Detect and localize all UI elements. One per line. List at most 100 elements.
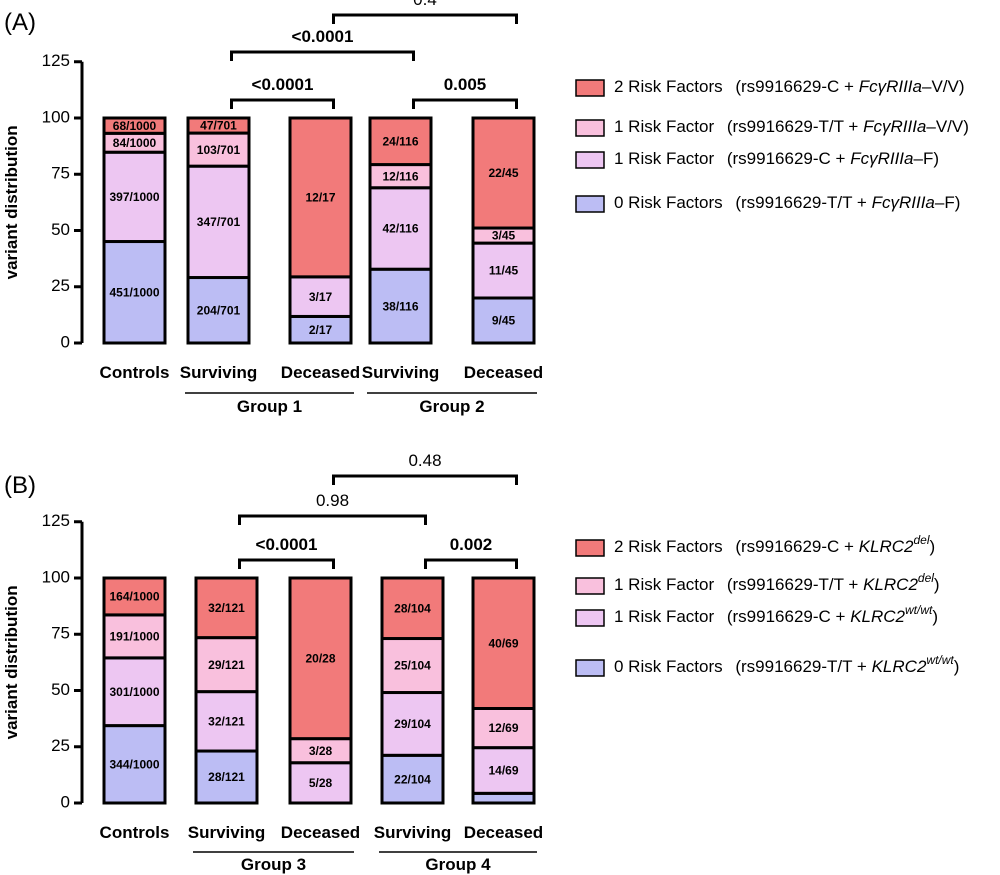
bar-segment: [194, 636, 259, 694]
bar-segment-label: 42/116: [382, 222, 418, 236]
bar-segment: [102, 656, 167, 728]
legend-label-gene: KLRC2: [872, 657, 927, 676]
bar-segment-label: 347/701: [197, 215, 241, 229]
bar-segment-label: 29/121: [208, 658, 245, 672]
bar-segment: [102, 116, 167, 135]
legend-label-detail: (rs9916629-C +: [735, 77, 858, 96]
category-label: Surviving: [180, 363, 257, 382]
category-label: Surviving: [362, 363, 439, 382]
bar-segment-label: 29/104: [394, 717, 431, 731]
bar-segment-label: 2/17: [309, 323, 333, 337]
bar-segment-label: 24/116: [382, 134, 418, 148]
comparison-bracket: [424, 558, 518, 569]
legend-label-close: –F): [935, 193, 961, 212]
y-tick-label: 125: [42, 51, 70, 70]
p-value-label: 0.4: [413, 0, 437, 9]
bar-segment: [471, 296, 536, 345]
bar-segment: [194, 576, 259, 640]
legend-swatch: [575, 609, 605, 627]
legend-label: 2 Risk Factors (rs9916629-C + KLRC2del): [614, 533, 935, 556]
legend-label-gene: FcγRIIIa: [863, 117, 926, 136]
bar-segment: [288, 576, 353, 741]
bar-segment-label: 40/69: [488, 636, 518, 650]
y-tick-label: 50: [51, 680, 70, 699]
bar-segment-label: 451/1000: [109, 285, 159, 299]
bar-segment-label: 25/104: [394, 659, 431, 673]
bar-segment-label: 3/28: [309, 744, 333, 758]
comparison-bracket: [332, 13, 518, 24]
legend-label-close: ): [954, 657, 960, 676]
chart-panel-a: (A) 0 25 50 75 100 125 variant distribution 451/…: [2, 0, 969, 416]
legend-label-close: –F): [913, 149, 939, 168]
bar-segment: [471, 116, 536, 230]
bar-segment-label: 68/1000: [113, 119, 157, 133]
y-axis-label: variant distribution: [2, 585, 21, 739]
bar-segment: [102, 576, 167, 617]
panel-label: (B): [4, 472, 36, 499]
legend-label-gene: KLRC2: [863, 575, 918, 594]
comparison-bracket: [412, 98, 518, 109]
legend-swatch: [575, 119, 605, 137]
legend-label: 1 Risk Factor (rs9916629-T/T + KLRC2del): [614, 571, 940, 594]
p-value-label: 0.48: [408, 451, 441, 470]
legend-label-detail: (rs9916629-C +: [727, 607, 850, 626]
legend-label-close: –V/V): [922, 77, 965, 96]
bar-segment: [368, 186, 433, 271]
legend-label-gene: FcγRIIIa: [872, 193, 935, 212]
y-tick-label: 75: [51, 164, 70, 183]
bar-segment: [380, 691, 445, 757]
bar-segment-label: 11/45: [489, 264, 519, 278]
bar-segment-label: 14/69: [488, 764, 518, 778]
bar-segment: [288, 116, 353, 279]
legend-label-superscript: del: [914, 533, 930, 547]
legend-label-gene: FcγRIIIa: [850, 149, 913, 168]
bar-segment: [471, 241, 536, 300]
p-value-label: 0.98: [316, 491, 349, 510]
bar-segment: [288, 761, 353, 805]
bar-segment: [186, 164, 251, 280]
legend-label-name: 0 Risk Factors: [614, 193, 727, 212]
comparison-bracket: [230, 98, 335, 109]
bar-segment: [186, 276, 251, 345]
bar-segment-label: 191/1000: [109, 630, 159, 644]
p-value-label: <0.0001: [252, 75, 314, 94]
y-tick-label: 50: [51, 220, 70, 239]
legend-label-superscript: wt/wt: [926, 653, 954, 667]
legend-label-name: 2 Risk Factors: [614, 77, 727, 96]
bar-segment: [288, 314, 353, 345]
legend-label: 1 Risk Factor (rs9916629-C + FcγRIIIa–F): [614, 149, 939, 168]
legend-label-superscript: wt/wt: [905, 603, 933, 617]
legend-swatch: [575, 151, 605, 169]
bar-segment-label: 397/1000: [109, 190, 159, 204]
legend-label-gene: FcγRIIIa: [859, 77, 922, 96]
category-label: Surviving: [374, 823, 451, 842]
bar-segment-label: 28/121: [208, 770, 245, 784]
legend-label-superscript: del: [918, 571, 934, 585]
bar-segment-label: 32/121: [208, 714, 245, 728]
legend-swatch: [575, 539, 605, 557]
comparison-bracket: [230, 50, 415, 61]
legend-label-detail: (rs9916629-T/T +: [735, 193, 871, 212]
bar-segment-label: 164/1000: [109, 590, 159, 604]
bar-segment-label: 38/116: [382, 299, 418, 313]
category-label: Controls: [100, 363, 170, 382]
legend-label-detail: (rs9916629-T/T +: [735, 657, 871, 676]
legend-swatch: [575, 659, 605, 677]
legend-label-name: 1 Risk Factor: [614, 575, 719, 594]
legend-swatch: [575, 195, 605, 213]
bar-segment-label: 204/701: [197, 303, 241, 317]
bar-segment-label: 3/17: [309, 290, 333, 304]
category-label: Deceased: [464, 823, 543, 842]
bar-segment-label: 22/104: [394, 772, 431, 786]
bar-segment-label: 12/69: [488, 721, 518, 735]
bar-segment-label: 12/116: [382, 169, 418, 183]
legend-label-close: ): [930, 537, 936, 556]
legend-label-name: 2 Risk Factors: [614, 537, 727, 556]
group-label: Group 1: [237, 397, 302, 416]
category-label: Deceased: [464, 363, 543, 382]
bar-segment: [102, 150, 167, 244]
bar-segment-label: 103/701: [197, 143, 241, 157]
group-label: Group 2: [419, 397, 484, 416]
legend-label-detail: (rs9916629-T/T +: [727, 117, 863, 136]
